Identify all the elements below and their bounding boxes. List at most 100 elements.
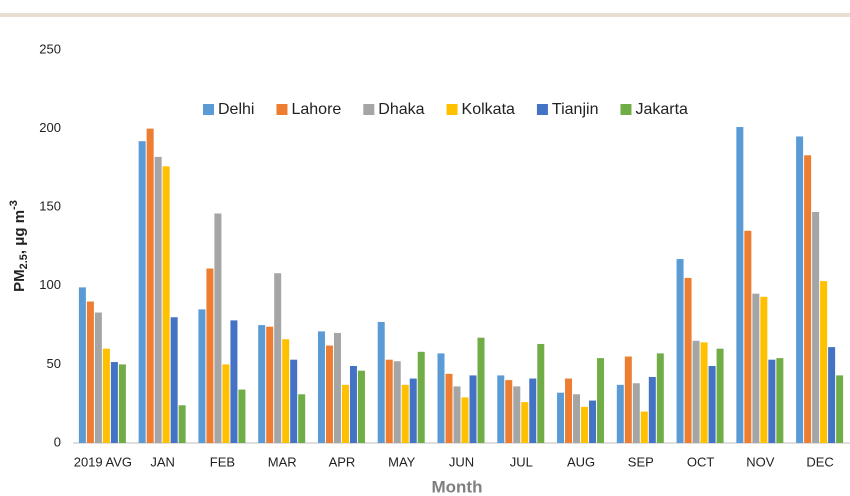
bar bbox=[198, 309, 206, 443]
x-axis-title: Month bbox=[432, 477, 483, 496]
bar bbox=[616, 384, 624, 443]
bar bbox=[86, 301, 94, 443]
legend-swatch bbox=[203, 104, 214, 115]
bar bbox=[385, 359, 393, 443]
bar bbox=[333, 332, 341, 443]
bar bbox=[692, 340, 700, 443]
y-tick-label: 50 bbox=[47, 356, 61, 371]
x-tick-label: SEP bbox=[628, 454, 654, 469]
bar bbox=[708, 365, 716, 443]
legend-swatch bbox=[446, 104, 458, 115]
legend-swatch bbox=[620, 104, 632, 115]
x-tick-label: JAN bbox=[150, 454, 175, 469]
bar bbox=[258, 325, 266, 443]
bar bbox=[836, 375, 844, 443]
legend-label: Dhaka bbox=[378, 101, 424, 118]
bar bbox=[676, 259, 684, 443]
bar bbox=[461, 397, 469, 443]
bar bbox=[393, 361, 401, 443]
bar bbox=[744, 230, 752, 443]
bar bbox=[752, 293, 760, 443]
bar bbox=[537, 343, 545, 443]
legend-swatch bbox=[536, 104, 548, 115]
x-tick-label: JUL bbox=[510, 454, 533, 469]
y-tick-label: 200 bbox=[39, 120, 61, 135]
bar bbox=[154, 156, 162, 443]
x-tick-label: FEB bbox=[210, 454, 235, 469]
y-tick-label: 150 bbox=[39, 199, 61, 214]
bar bbox=[230, 320, 238, 443]
y-tick-label: 250 bbox=[39, 41, 61, 56]
bar bbox=[298, 394, 306, 443]
bar bbox=[632, 383, 640, 443]
bar bbox=[529, 378, 537, 443]
bar bbox=[497, 375, 505, 443]
bar bbox=[565, 378, 573, 443]
bar bbox=[700, 342, 708, 443]
x-tick-label: APR bbox=[329, 454, 356, 469]
bar bbox=[820, 281, 828, 443]
bar bbox=[138, 141, 146, 443]
bar bbox=[222, 364, 230, 443]
bar bbox=[521, 402, 529, 443]
bar bbox=[736, 127, 744, 443]
bar bbox=[78, 287, 86, 443]
bar bbox=[796, 136, 804, 443]
bar bbox=[110, 362, 118, 443]
bar bbox=[648, 376, 656, 443]
legend-swatch bbox=[276, 104, 288, 115]
bar bbox=[178, 405, 186, 443]
bar bbox=[812, 211, 820, 443]
bar bbox=[282, 339, 290, 443]
bar bbox=[640, 411, 648, 443]
x-tick-label: OCT bbox=[687, 454, 715, 469]
bar bbox=[768, 359, 776, 443]
bar bbox=[776, 358, 784, 443]
bar bbox=[238, 389, 246, 443]
bar bbox=[505, 380, 513, 443]
legend-swatch bbox=[363, 104, 375, 115]
legend-label: Lahore bbox=[291, 101, 341, 118]
bar bbox=[445, 373, 453, 443]
bar bbox=[409, 378, 417, 443]
x-tick-label: DEC bbox=[806, 454, 833, 469]
bar bbox=[417, 351, 425, 443]
bar bbox=[349, 365, 357, 443]
bar bbox=[469, 375, 477, 443]
bar bbox=[656, 353, 664, 443]
x-tick-label: JUN bbox=[449, 454, 474, 469]
legend-label: Delhi bbox=[218, 101, 254, 118]
bar bbox=[573, 394, 581, 443]
bar bbox=[274, 273, 282, 443]
top-rule bbox=[0, 13, 850, 17]
bar bbox=[325, 345, 333, 443]
bar bbox=[357, 370, 365, 443]
bar bbox=[146, 128, 154, 443]
bar bbox=[624, 356, 632, 443]
bar bbox=[290, 359, 298, 443]
bar bbox=[716, 348, 724, 443]
x-tick-label: 2019 AVG bbox=[74, 454, 132, 469]
bar bbox=[589, 400, 597, 443]
legend-label: Kolkata bbox=[462, 101, 515, 118]
bar bbox=[597, 358, 605, 443]
bar bbox=[477, 337, 485, 443]
bar bbox=[341, 384, 349, 443]
bar bbox=[804, 155, 812, 443]
x-tick-label: NOV bbox=[746, 454, 775, 469]
bar bbox=[684, 277, 692, 443]
bar bbox=[102, 348, 110, 443]
x-tick-label: MAY bbox=[388, 454, 416, 469]
bar bbox=[557, 392, 565, 443]
bar bbox=[828, 347, 836, 443]
bar bbox=[206, 268, 214, 443]
x-tick-label: MAR bbox=[268, 454, 297, 469]
bar bbox=[581, 406, 589, 443]
y-title-sup: -3 bbox=[8, 200, 20, 210]
y-title-part: PM bbox=[11, 269, 28, 292]
bar bbox=[266, 326, 274, 443]
bar bbox=[317, 331, 325, 443]
y-title-sub: 2.5 bbox=[18, 254, 30, 269]
